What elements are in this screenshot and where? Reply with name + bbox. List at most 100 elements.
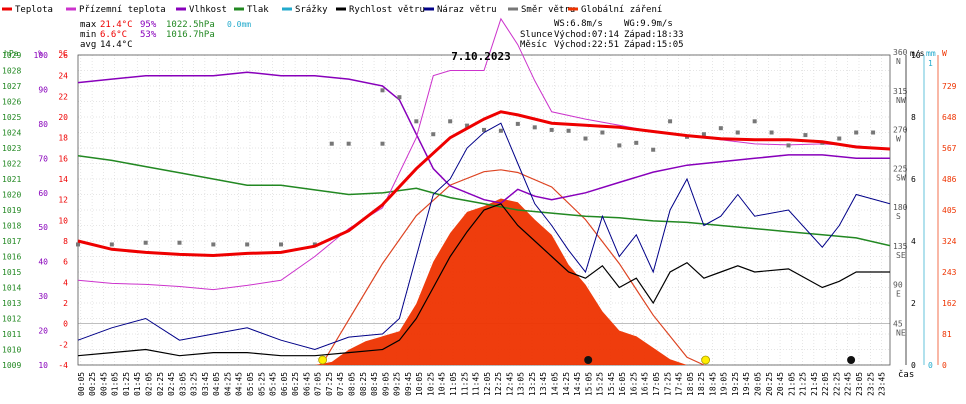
y-tick-pressure: 1025 (2, 113, 21, 122)
y-tick-direction-name: E (896, 290, 901, 299)
wind-direction-point (143, 240, 148, 245)
stat-moon-rise: Východ:22:51 (554, 40, 619, 50)
wind-direction-point (346, 141, 351, 146)
y-tick-temperature: 20 (58, 113, 68, 122)
y-tick-temperature: 6 (63, 258, 68, 267)
wind-direction-point (465, 123, 470, 128)
wind-direction-point (668, 119, 673, 124)
legend-label: Rychlost větru (349, 5, 425, 15)
chart-title: 7.10.2023 (451, 50, 511, 63)
wind-direction-point (854, 130, 859, 135)
y-tick-wind: 6 (911, 175, 916, 184)
stat-min-press: 1016.7hPa (166, 30, 215, 40)
y-tick-direction-deg: 360 (893, 48, 908, 57)
axis-hum-unit: % (38, 49, 43, 58)
legend-label: Vlhkost (189, 5, 227, 15)
y-tick-temperature: 8 (63, 237, 68, 246)
wind-direction-point (532, 125, 537, 130)
wind-direction-point (566, 128, 571, 133)
y-tick-pressure: 1014 (2, 284, 21, 293)
x-tick-label: 00:05 (77, 372, 86, 396)
y-tick-humidity: 50 (38, 223, 48, 232)
x-tick-label: 10:05 (415, 372, 424, 396)
y-tick-pressure: 1015 (2, 268, 21, 277)
y-tick-direction-deg: 225 (893, 164, 908, 173)
y-tick-radiation: 648 (942, 113, 957, 122)
y-tick-temperature: 18 (58, 134, 68, 143)
y-tick-direction-name: SE (896, 251, 906, 260)
x-tick-label: 14:05 (550, 372, 559, 396)
legend-item-0: Teplota (2, 5, 53, 15)
x-tick-label: 07:45 (336, 372, 345, 396)
stat-sun-set: Západ:18:33 (624, 30, 684, 40)
x-tick-label: 12:25 (494, 372, 503, 396)
wind-direction-point (634, 140, 639, 145)
x-tick-label: 09:45 (404, 372, 413, 396)
stat-max-temp: 21.4°C (100, 20, 133, 30)
x-tick-label: 01:45 (133, 372, 142, 396)
x-tick-label: 21:25 (799, 372, 808, 396)
wind-direction-point (448, 119, 453, 124)
stat-max-rain: 0.0mm (227, 20, 251, 29)
legend-item-7: Směr větru (508, 5, 575, 15)
x-tick-label: 13:45 (539, 372, 548, 396)
series-pressure (77, 155, 891, 247)
y-tick-radiation: 81 (942, 330, 952, 339)
x-tick-label: 11:45 (472, 372, 481, 396)
x-tick-label: 03:05 (178, 372, 187, 396)
wind-direction-point (498, 128, 503, 133)
y-tick-temperature: 16 (58, 154, 68, 163)
x-tick-label: 18:25 (697, 372, 706, 396)
y-tick-radiation: 567 (942, 144, 957, 153)
y-tick-direction-deg: 180 (893, 203, 908, 212)
axis-rad-unit: W (942, 49, 947, 58)
stat-min-temp: 6.6°C (100, 30, 127, 40)
series-ground-temperature (77, 17, 891, 291)
x-tick-label: 19:45 (742, 372, 751, 396)
stat-avg-label: avg (80, 40, 96, 50)
x-tick-label: 20:45 (776, 372, 785, 396)
sun-marker (701, 355, 711, 365)
wind-direction-point (211, 242, 216, 247)
y-tick-wind: 4 (911, 237, 916, 246)
x-tick-label: 22:45 (844, 372, 853, 396)
moon-marker (847, 356, 856, 364)
x-tick-label: 18:45 (708, 372, 717, 396)
x-tick-label: 02:45 (167, 372, 176, 396)
y-tick-humidity: 20 (38, 327, 48, 336)
y-tick-direction-name: NE (896, 328, 906, 337)
x-tick-label: 01:05 (111, 372, 120, 396)
axis-press-unit: hPa (4, 49, 19, 58)
x-tick-label: 15:05 (584, 372, 593, 396)
series-temperature (77, 110, 891, 258)
x-tick-label: 17:05 (652, 372, 661, 396)
wind-direction-point (871, 130, 876, 135)
wind-direction-point (803, 133, 808, 138)
series-wind-speed (77, 203, 890, 357)
sun-marker (318, 355, 328, 365)
legend-item-3: Tlak (234, 5, 269, 15)
y-tick-direction-deg: 45 (893, 319, 903, 328)
series-radiation-clear-sky (321, 169, 705, 366)
x-tick-label: 17:45 (675, 372, 684, 396)
stats-block: max 21.4°C 95% 1022.5hPa 0.0mm min 6.6°C… (80, 19, 684, 50)
y-tick-radiation: 324 (942, 237, 957, 246)
y-tick-pressure: 1029 (2, 51, 21, 60)
y-tick-pressure: 1026 (2, 98, 21, 107)
stat-max-press: 1022.5hPa (166, 20, 215, 30)
x-tick-label: 10:25 (426, 372, 435, 396)
y-tick-pressure: 1024 (2, 129, 21, 138)
y-tick-temperature: 4 (63, 278, 68, 287)
wind-direction-point (245, 242, 250, 247)
y-tick-humidity: 70 (38, 154, 48, 163)
x-tick-label: 16:25 (629, 372, 638, 396)
x-tick-label: 16:45 (641, 372, 650, 396)
y-tick-temperature: 22 (58, 92, 68, 101)
x-tick-label: 05:05 (246, 372, 255, 396)
wind-direction-point (431, 132, 436, 137)
y-tick-pressure: 1020 (2, 191, 21, 200)
wind-direction-point (583, 136, 588, 141)
y-tick-humidity: 90 (38, 85, 48, 94)
wind-direction-point (414, 119, 419, 124)
